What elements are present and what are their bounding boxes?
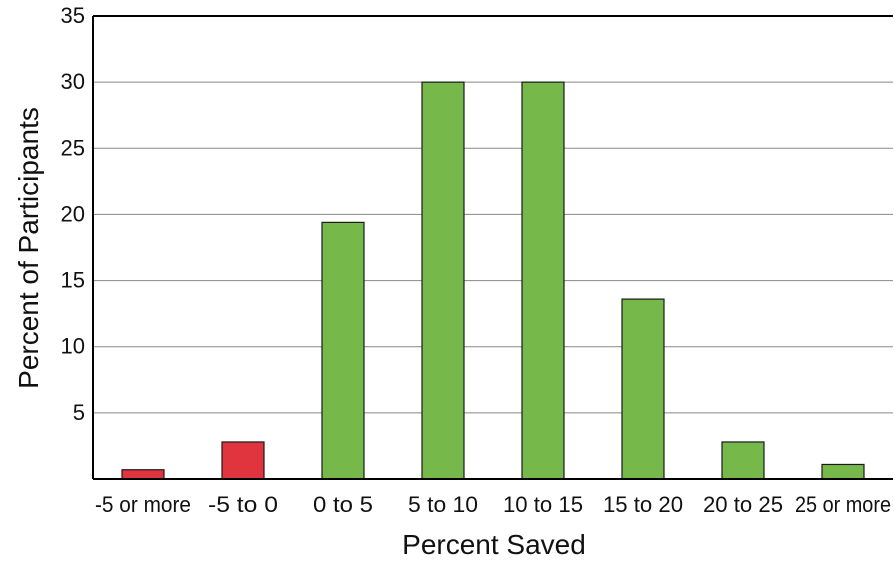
y-tick-label: 5 <box>73 400 85 425</box>
bars <box>121 81 865 480</box>
bar <box>821 463 865 480</box>
y-tick-label: 35 <box>61 3 85 28</box>
x-tick-label: -5 or more <box>95 492 191 517</box>
bar <box>121 469 165 480</box>
y-tick-label: 20 <box>61 201 85 226</box>
x-tick-label: 5 to 10 <box>408 492 478 517</box>
bar <box>721 441 765 480</box>
bar <box>421 81 465 480</box>
y-tick-labels: 5 10 15 20 25 30 35 <box>61 3 85 425</box>
bar <box>521 81 565 480</box>
x-tick-label: 20 to 25 <box>703 492 783 517</box>
y-axis-title: Percent of Participants <box>13 107 44 389</box>
x-axis-title: Percent Saved <box>402 529 586 560</box>
y-tick-label: 15 <box>61 268 85 293</box>
x-tick-label: -5 to 0 <box>208 492 278 517</box>
y-tick-label: 10 <box>61 334 85 359</box>
x-tick-label: 0 to 5 <box>313 492 373 517</box>
bar <box>321 221 365 480</box>
x-tick-label: 10 to 15 <box>503 492 583 517</box>
x-tick-label: 15 to 20 <box>603 492 683 517</box>
y-tick-label: 30 <box>61 69 85 94</box>
bar <box>221 441 265 480</box>
y-tick-label: 25 <box>61 135 85 160</box>
x-tick-label: 25 or more <box>795 492 891 517</box>
x-tick-labels: -5 or more -5 to 0 0 to 5 5 to 10 10 to 15 15… <box>95 492 891 517</box>
gridlines <box>93 81 893 414</box>
axes <box>92 15 893 480</box>
bar <box>621 298 665 480</box>
